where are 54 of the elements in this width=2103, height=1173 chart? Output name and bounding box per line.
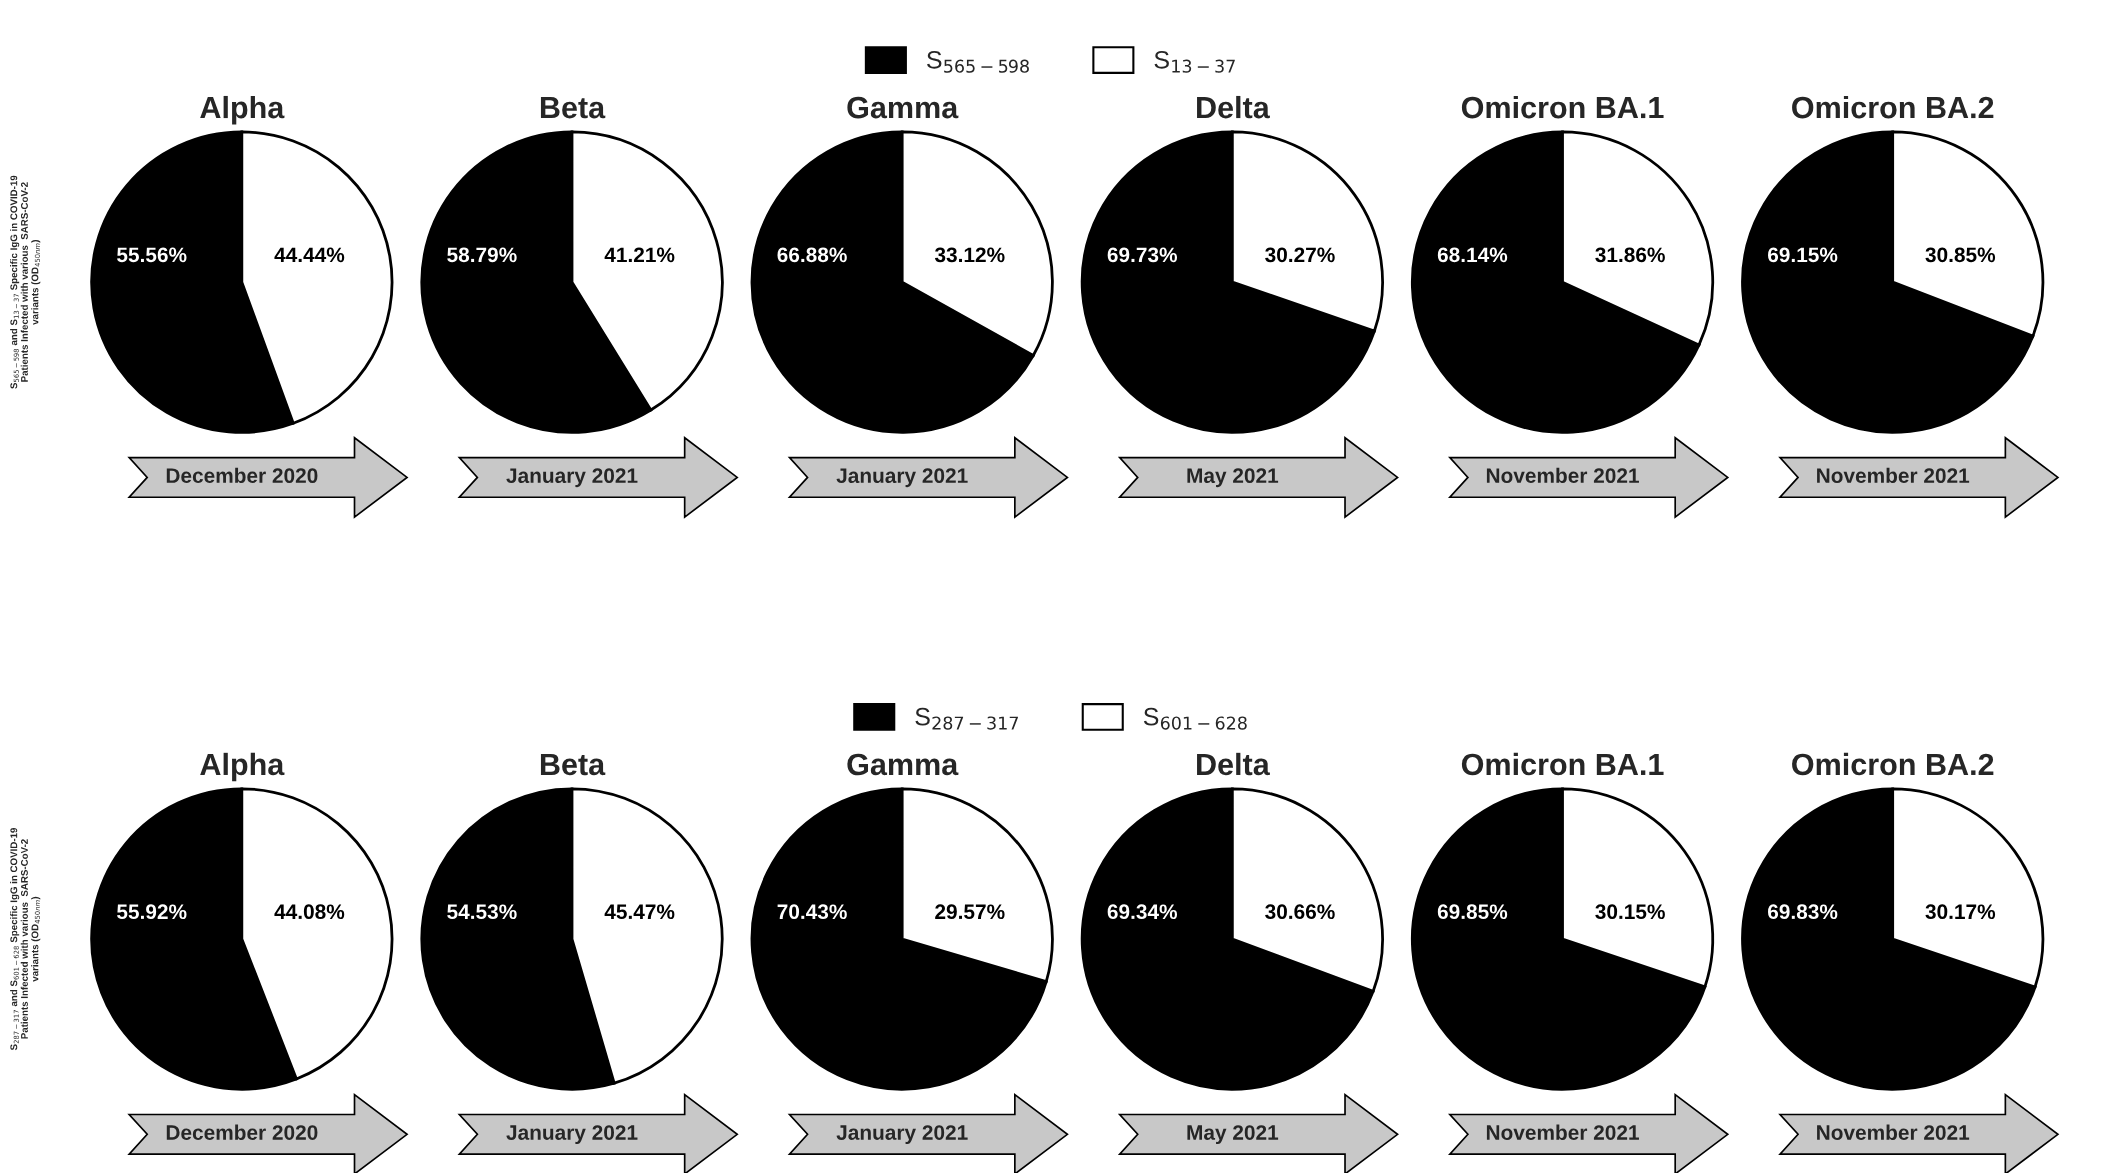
chart-title: Beta (540, 97, 606, 119)
data-label: 69.34% (1107, 904, 1178, 920)
text: Alpha (200, 752, 285, 782)
data-label: 33.12% (934, 247, 1005, 263)
text: December 2020 (166, 1124, 318, 1140)
legend-label: S$_{13−37}$ (1154, 50, 1235, 73)
text: November 2021 (1817, 467, 1970, 484)
text: January 2021 (506, 1125, 638, 1145)
data-label: 69.85% (1437, 904, 1508, 920)
chart-title: Delta (1197, 95, 1270, 119)
text: November 2021 (1817, 1124, 1970, 1140)
data-label: 45.47% (604, 904, 675, 920)
data-label: 30.85% (1925, 247, 1996, 263)
data-label: 30.66% (1265, 904, 1335, 920)
data-label: 29.57% (935, 904, 1005, 920)
text: S$_{287−317}$ and S$_{601−628}$ Specific IgG in COVID-19 Patients Infected with various SARS-CoV-2 variants (OD$_{450nm}$) (10, 827, 41, 1051)
text: May 2021 (1187, 468, 1279, 488)
chart-title: Delta (1197, 752, 1270, 776)
data-label: 69.73% (1107, 247, 1178, 263)
data-label: 55.56% (117, 247, 187, 263)
chart-title: Omicron BA.2 (1792, 95, 1994, 119)
data-label: 31.86% (1595, 247, 1665, 263)
text: November 2021 (1486, 467, 1639, 484)
text: December 2020 (166, 467, 318, 484)
chart-title: Gamma (847, 753, 959, 776)
legend-label: S$_{601−628}$ (1143, 707, 1247, 730)
data-label: 66.88% (777, 247, 847, 263)
text: S$_{565−598}$ and S$_{13−37}$ Specific IgG in COVID-19 Patients Infected with various SARS-CoV-2 variants (OD$_{450nm}$) (10, 175, 41, 389)
chart-title: Gamma (847, 96, 959, 119)
data-label: 44.08% (274, 904, 345, 920)
data-label: 30.17% (1925, 904, 1996, 920)
chart-title: Omicron BA.1 (1461, 752, 1664, 776)
data-label: 58.79% (447, 247, 517, 263)
legend-label: S$_{287−317}$ (915, 707, 1018, 730)
chart-title: Beta (540, 753, 606, 776)
data-label: 41.21% (604, 247, 675, 263)
text: January 2021 (506, 468, 638, 488)
data-label: 68.14% (1437, 247, 1508, 263)
text: May 2021 (1187, 1125, 1279, 1145)
data-label: 69.15% (1768, 247, 1838, 263)
data-label: 55.92% (117, 904, 187, 920)
data-label: 30.15% (1595, 904, 1665, 920)
legend-label: S$_{565−598}$ (927, 50, 1029, 73)
text: November 2021 (1486, 1124, 1639, 1140)
data-label: 69.83% (1768, 904, 1838, 920)
text: Alpha (200, 95, 285, 125)
text: January 2021 (836, 1125, 968, 1145)
chart-title: Omicron BA.1 (1461, 95, 1664, 119)
text: January 2021 (836, 468, 968, 488)
chart-title: Omicron BA.2 (1792, 752, 1994, 776)
data-label: 44.44% (274, 247, 345, 263)
data-label: 70.43% (777, 904, 847, 920)
data-label: 54.53% (447, 904, 517, 920)
data-label: 30.27% (1265, 247, 1335, 263)
